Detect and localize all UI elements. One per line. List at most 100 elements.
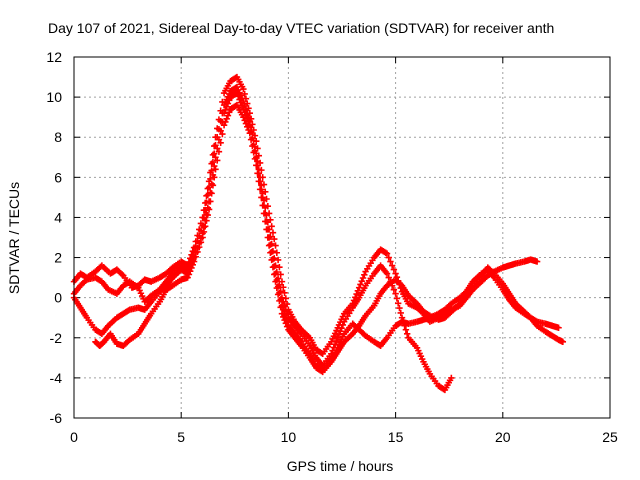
data-point (331, 340, 339, 348)
data-point (241, 117, 248, 124)
data-point (256, 186, 264, 193)
data-markers (70, 73, 567, 394)
x-axis-label: GPS time / hours (287, 458, 394, 474)
y-tick-label: -6 (50, 410, 63, 426)
data-point (209, 158, 217, 166)
y-tick-label: -4 (50, 370, 63, 386)
data-point (224, 100, 232, 107)
data-point (403, 330, 411, 337)
data-point (244, 123, 251, 130)
data-point (223, 115, 230, 122)
data-point (397, 309, 404, 317)
data-point (385, 274, 392, 281)
data-point (267, 241, 274, 248)
data-point (118, 271, 126, 278)
y-tick-label: 6 (54, 169, 62, 185)
data-point (264, 234, 272, 241)
data-point (383, 250, 391, 257)
data-point (199, 234, 206, 241)
data-point (219, 130, 226, 138)
data-point (211, 174, 218, 181)
data-point (247, 136, 255, 143)
data-point (269, 229, 277, 236)
data-point (255, 178, 263, 185)
data-point (267, 249, 274, 256)
data-point (274, 256, 282, 264)
data-point (185, 271, 193, 278)
data-point (217, 139, 224, 147)
data-point (359, 274, 367, 282)
data-point (448, 374, 455, 382)
data-point (251, 155, 259, 163)
data-point (184, 274, 191, 281)
data-point (281, 316, 288, 324)
data-point (245, 126, 252, 134)
data-point (250, 149, 257, 156)
data-point (387, 258, 394, 265)
data-point (205, 206, 213, 213)
data-point (397, 281, 404, 288)
y-tick-label: 10 (46, 89, 62, 105)
data-point (220, 109, 228, 117)
data-point (268, 256, 275, 264)
grid-lines (74, 57, 610, 418)
x-tick-label: 0 (70, 429, 78, 445)
data-point (207, 198, 214, 205)
data-point (222, 106, 229, 114)
data-point (276, 263, 283, 271)
data-point (282, 295, 290, 302)
data-point (190, 258, 198, 265)
data-point (212, 154, 219, 161)
data-point (272, 242, 279, 249)
data-point (207, 175, 214, 183)
data-point (353, 290, 360, 298)
data-point (215, 148, 223, 155)
data-point (271, 271, 278, 278)
y-tick-label: 4 (54, 209, 62, 225)
data-point (338, 324, 345, 332)
data-point (283, 323, 291, 330)
y-tick-label: 12 (46, 49, 62, 65)
x-tick-label: 25 (602, 429, 618, 445)
data-point (203, 217, 210, 224)
data-point (393, 295, 401, 302)
data-point (211, 162, 218, 170)
data-point (277, 304, 284, 311)
data-point (334, 334, 341, 341)
data-point (200, 228, 208, 236)
data-point (273, 249, 281, 256)
data-point (390, 266, 398, 273)
data-point (254, 170, 261, 177)
data-point (215, 136, 223, 143)
data-point (396, 304, 403, 312)
data-point (189, 261, 196, 268)
y-axis-label: SDTVAR / TECUs (6, 182, 22, 294)
data-point (226, 109, 233, 116)
x-tick-label: 5 (177, 429, 185, 445)
data-point (277, 271, 284, 278)
data-point (214, 157, 221, 164)
data-point (263, 226, 270, 233)
data-point (388, 262, 396, 269)
y-tick-label: 0 (54, 290, 62, 306)
series-track-4 (92, 101, 567, 376)
data-point (235, 93, 242, 100)
data-point (259, 202, 266, 209)
data-point (260, 210, 268, 217)
data-point (318, 367, 325, 375)
data-point (237, 99, 245, 106)
data-point (249, 142, 256, 150)
x-tick-label: 15 (388, 429, 404, 445)
data-point (333, 337, 340, 345)
tick-labels: 0 5 10 15 20 25 -6 -4 -2 0 2 4 6 8 10 12 (46, 49, 618, 445)
data-point (282, 320, 290, 327)
y-tick-label: 2 (54, 250, 62, 266)
data-point (220, 121, 228, 129)
data-point (276, 297, 283, 305)
data-point (224, 112, 232, 119)
x-tick-label: 20 (495, 429, 511, 445)
data-point (335, 331, 343, 338)
data-point (217, 127, 224, 135)
data-point (240, 113, 247, 121)
data-point (223, 103, 230, 110)
